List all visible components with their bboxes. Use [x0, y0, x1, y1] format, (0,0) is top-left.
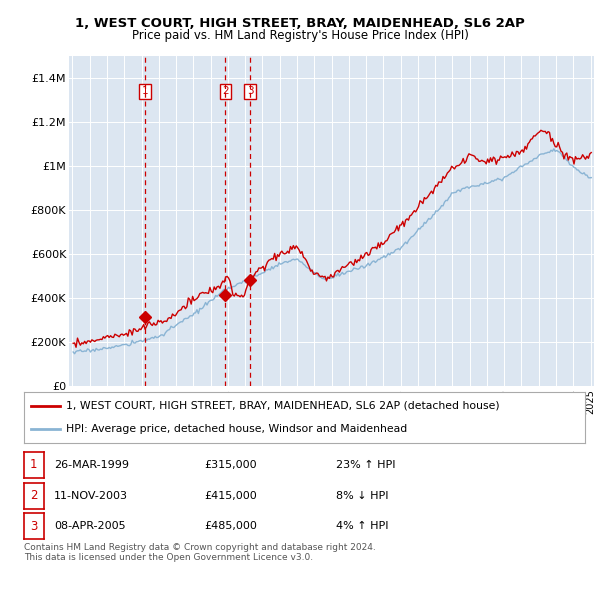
Text: 11-NOV-2003: 11-NOV-2003	[54, 491, 128, 500]
Text: £485,000: £485,000	[204, 522, 257, 531]
Text: Contains HM Land Registry data © Crown copyright and database right 2024.
This d: Contains HM Land Registry data © Crown c…	[24, 543, 376, 562]
Text: HPI: Average price, detached house, Windsor and Maidenhead: HPI: Average price, detached house, Wind…	[66, 424, 407, 434]
Text: 2: 2	[30, 489, 38, 502]
Text: 4% ↑ HPI: 4% ↑ HPI	[336, 522, 389, 531]
Text: 08-APR-2005: 08-APR-2005	[54, 522, 125, 531]
Text: 8% ↓ HPI: 8% ↓ HPI	[336, 491, 389, 500]
Text: 3: 3	[30, 520, 38, 533]
Text: 1: 1	[142, 86, 149, 96]
Text: £415,000: £415,000	[204, 491, 257, 500]
Text: £315,000: £315,000	[204, 460, 257, 470]
Text: Price paid vs. HM Land Registry's House Price Index (HPI): Price paid vs. HM Land Registry's House …	[131, 30, 469, 42]
Text: 1: 1	[30, 458, 38, 471]
Text: 1, WEST COURT, HIGH STREET, BRAY, MAIDENHEAD, SL6 2AP (detached house): 1, WEST COURT, HIGH STREET, BRAY, MAIDEN…	[66, 401, 500, 411]
Text: 3: 3	[247, 86, 253, 96]
Text: 2: 2	[222, 86, 229, 96]
Text: 26-MAR-1999: 26-MAR-1999	[54, 460, 129, 470]
Text: 1, WEST COURT, HIGH STREET, BRAY, MAIDENHEAD, SL6 2AP: 1, WEST COURT, HIGH STREET, BRAY, MAIDEN…	[75, 17, 525, 30]
Text: 23% ↑ HPI: 23% ↑ HPI	[336, 460, 395, 470]
